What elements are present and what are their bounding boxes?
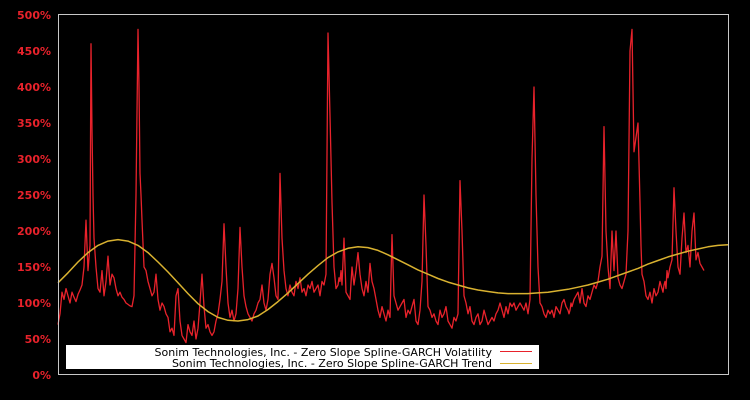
- y-axis: 0% 50% 100% 150% 200% 250% 300% 350% 400% 450% 500…: [17, 9, 51, 382]
- y-tick-label: 450%: [17, 45, 51, 58]
- legend-box: [66, 345, 539, 369]
- legend: Sonim Technologies, Inc. - Zero Slope Sp…: [66, 345, 539, 370]
- trend-series-line: [57, 238, 729, 322]
- y-tick-label: 50%: [25, 333, 51, 346]
- y-tick-label: 250%: [17, 189, 51, 202]
- y-tick-label: 100%: [17, 297, 51, 310]
- y-tick-label: 400%: [17, 81, 51, 94]
- legend-label-volatility: Sonim Technologies, Inc. - Zero Slope Sp…: [155, 346, 493, 359]
- y-tick-label: 500%: [17, 9, 51, 22]
- y-tick-label: 150%: [17, 261, 51, 274]
- legend-label-trend: Sonim Technologies, Inc. - Zero Slope Sp…: [172, 357, 492, 370]
- y-tick-label: 0%: [32, 369, 51, 382]
- y-tick-label: 300%: [17, 153, 51, 166]
- y-tick-label: 200%: [17, 225, 51, 238]
- plot-area: [57, 28, 729, 344]
- volatility-series-line: [57, 28, 705, 344]
- plot-frame: [58, 14, 729, 375]
- y-tick-label: 350%: [17, 117, 51, 130]
